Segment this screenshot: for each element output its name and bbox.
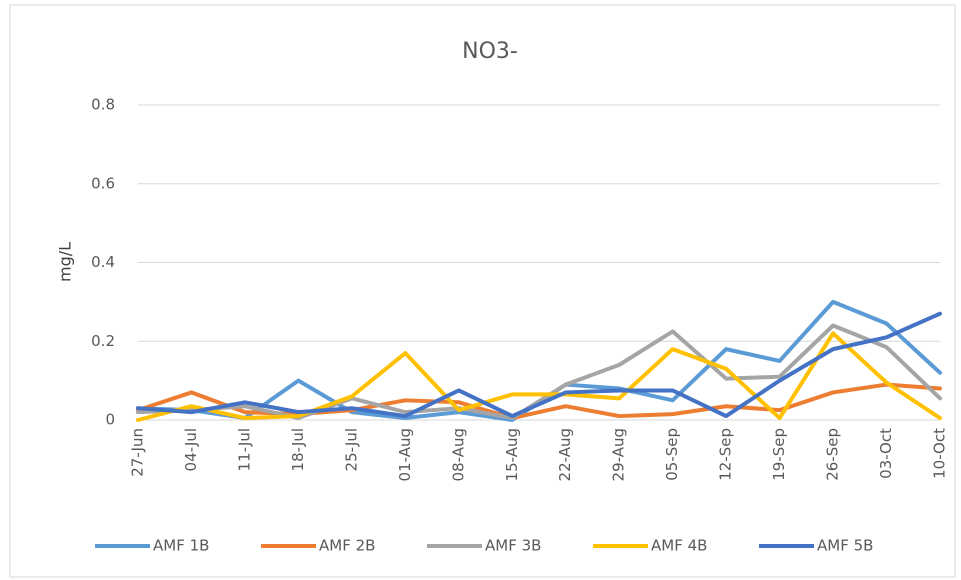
legend-label: AMF 3B: [485, 537, 541, 555]
x-tick-label: 01-Aug: [396, 428, 414, 481]
legend-label: AMF 5B: [817, 537, 873, 555]
x-tick-label: 27-Jun: [129, 428, 147, 477]
x-tick-label: 03-Oct: [877, 428, 895, 479]
x-tick-label: 08-Aug: [449, 428, 467, 481]
series-line: [136, 323, 942, 421]
x-tick-label: 29-Aug: [610, 428, 628, 481]
chart-title: NO3-: [462, 39, 518, 64]
y-tick-label: 0.2: [91, 332, 115, 350]
y-tick-label: 0: [105, 411, 115, 429]
x-tick-label: 12-Sep: [717, 428, 735, 481]
x-tick-label: 11-Jul: [235, 428, 253, 471]
x-tick-label: 19-Sep: [770, 428, 788, 481]
x-tick-label: 04-Jul: [182, 428, 200, 471]
series-line: [136, 331, 942, 422]
x-tick-label: 15-Aug: [503, 428, 521, 481]
series-line: [136, 311, 942, 419]
y-axis-label: mg/L: [56, 242, 75, 282]
x-tick-label: 05-Sep: [663, 428, 681, 481]
x-tick-label: 25-Jul: [342, 428, 360, 471]
legend-label: AMF 1B: [153, 537, 209, 555]
legend-label: AMF 4B: [651, 537, 707, 555]
y-tick-label: 0.4: [91, 253, 115, 271]
chart-border: [9, 4, 956, 578]
x-tick-label: 10-Oct: [931, 428, 949, 479]
legend-label: AMF 2B: [319, 537, 375, 555]
y-tick-label: 0.8: [91, 96, 115, 114]
x-tick-label: 26-Sep: [824, 428, 842, 481]
y-tick-label: 0.6: [91, 174, 115, 192]
x-tick-label: 18-Jul: [289, 428, 307, 471]
x-tick-label: 22-Aug: [556, 428, 574, 481]
